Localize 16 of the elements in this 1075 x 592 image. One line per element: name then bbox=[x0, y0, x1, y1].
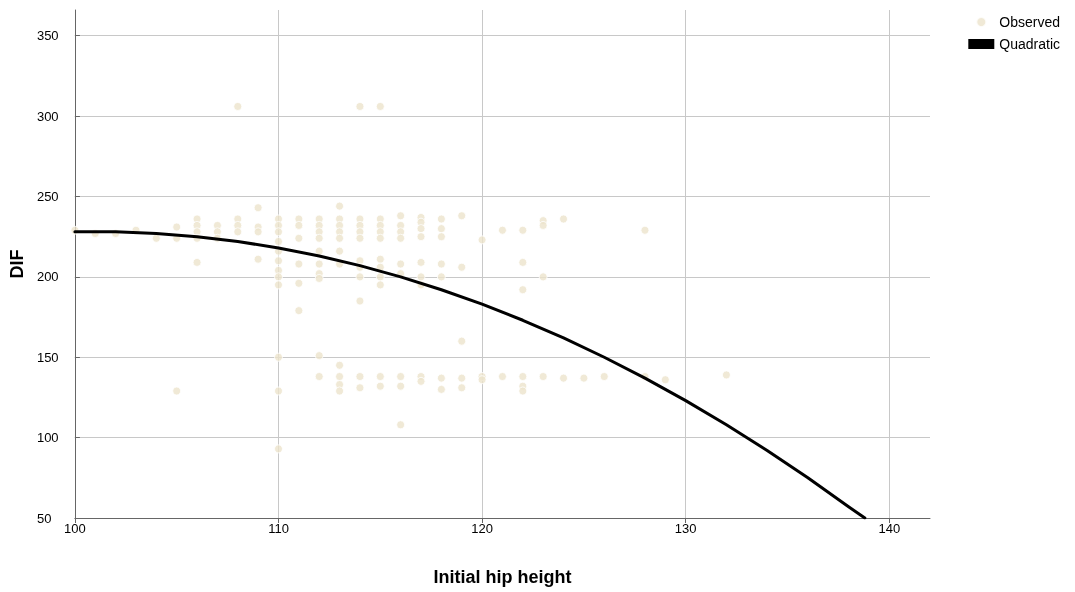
y-axis-title: DIF bbox=[7, 249, 27, 279]
x-tick-label: 140 bbox=[878, 521, 901, 536]
legend-label: Quadratic bbox=[999, 36, 1061, 52]
x-tick-label: 130 bbox=[674, 521, 697, 536]
x-axis-title: Initial hip height bbox=[433, 567, 572, 587]
legend-label: Observed bbox=[999, 14, 1061, 30]
y-tick-label: 150 bbox=[36, 349, 59, 365]
y-tick-label: 50 bbox=[36, 510, 52, 526]
y-tick-label: 300 bbox=[36, 108, 59, 124]
y-tick-label: 100 bbox=[36, 430, 59, 446]
x-tick-label: 110 bbox=[268, 521, 289, 536]
y-tick-label: 250 bbox=[36, 188, 59, 204]
x-tick-label: 120 bbox=[471, 521, 493, 536]
y-tick-label: 200 bbox=[36, 269, 59, 285]
x-tick-label: 100 bbox=[64, 521, 86, 536]
y-tick-label: 350 bbox=[36, 28, 59, 44]
